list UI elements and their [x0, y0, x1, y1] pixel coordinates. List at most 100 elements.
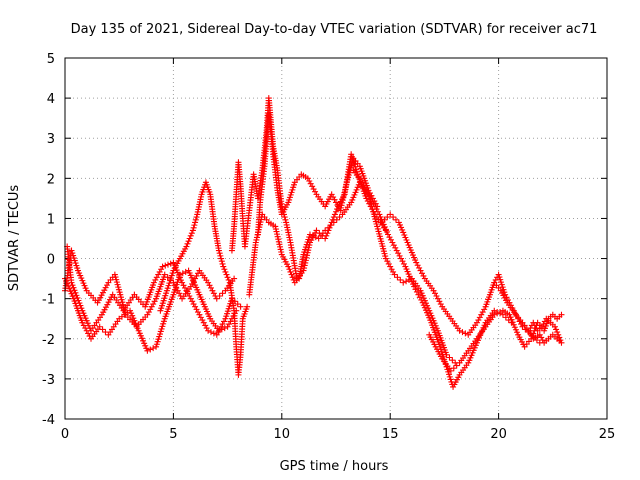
- data-point: [304, 252, 311, 259]
- data-point: [156, 331, 163, 338]
- data-point: [255, 229, 262, 236]
- y-tick-label: -4: [42, 413, 55, 428]
- data-point: [384, 214, 391, 221]
- data-point: [387, 211, 394, 218]
- axis-ticks: 0 5 10 15 20 25 -4 -3 -2 -1 0 1 2 3 4 5: [42, 52, 615, 442]
- data-point: [392, 244, 399, 251]
- data-point: [69, 282, 76, 289]
- data-point: [462, 330, 469, 337]
- data-point: [186, 292, 193, 299]
- data-point: [210, 330, 217, 337]
- y-tick-label: 3: [47, 132, 55, 147]
- series-track-4: [157, 179, 251, 378]
- data-point: [533, 337, 540, 344]
- data-point: [206, 282, 213, 289]
- series-track-10: [378, 211, 543, 346]
- data-point: [543, 315, 550, 322]
- data-point: [217, 252, 224, 259]
- data-point: [189, 227, 196, 234]
- data-point: [275, 238, 282, 245]
- data-point: [558, 339, 565, 346]
- data-point: [333, 216, 340, 223]
- data-point: [156, 333, 163, 340]
- data-point: [222, 268, 229, 275]
- data-point: [527, 330, 534, 337]
- data-point: [414, 262, 421, 269]
- data-point: [192, 303, 199, 310]
- data-point: [312, 234, 319, 241]
- data-point: [385, 260, 392, 267]
- data-point: [553, 326, 560, 333]
- data-point: [533, 325, 540, 332]
- data-point: [418, 297, 425, 304]
- data-point: [420, 272, 427, 279]
- data-point: [282, 216, 289, 223]
- data-point: [150, 279, 157, 286]
- data-point: [174, 287, 181, 294]
- data-point: [476, 314, 483, 321]
- data-point: [385, 231, 392, 238]
- data-point: [417, 267, 424, 274]
- data-point: [79, 319, 86, 326]
- y-tick-label: 0: [47, 253, 55, 268]
- data-point: [150, 301, 157, 308]
- data-point: [481, 306, 488, 313]
- data-point: [370, 200, 377, 207]
- data-point: [275, 236, 282, 243]
- data-point: [205, 279, 212, 286]
- data-point: [309, 183, 316, 190]
- y-tick-label: 4: [47, 92, 55, 107]
- data-point: [387, 263, 394, 270]
- data-point: [286, 266, 293, 273]
- data-point: [253, 236, 260, 243]
- data-point: [330, 219, 337, 226]
- data-point: [207, 284, 214, 291]
- data-point: [453, 362, 460, 369]
- data-point: [254, 231, 261, 238]
- data-point: [144, 347, 151, 354]
- data-point: [411, 283, 418, 290]
- data-point: [190, 224, 197, 231]
- data-point: [394, 274, 401, 281]
- data-point: [536, 331, 543, 338]
- data-point: [366, 192, 373, 199]
- data-point: [367, 195, 374, 202]
- data-point: [274, 233, 281, 240]
- data-point: [274, 231, 281, 238]
- data-point: [193, 214, 200, 221]
- data-point: [256, 221, 263, 228]
- x-tick-label: 5: [169, 427, 177, 442]
- data-point: [255, 226, 262, 233]
- data-point: [373, 206, 380, 213]
- data-point: [194, 309, 201, 316]
- data-point: [313, 227, 320, 234]
- data-point: [456, 327, 463, 334]
- data-point: [152, 276, 159, 283]
- data-point: [189, 298, 196, 305]
- data-point: [281, 214, 288, 221]
- data-point: [203, 325, 210, 332]
- data-point: [159, 323, 166, 330]
- data-point: [257, 219, 264, 226]
- grid-lines: [65, 58, 607, 419]
- data-point: [215, 329, 222, 336]
- data-point: [147, 306, 154, 313]
- data-point: [153, 274, 160, 281]
- data-point: [415, 291, 422, 298]
- data-point: [434, 295, 441, 302]
- data-point: [381, 216, 388, 223]
- data-point: [244, 303, 251, 310]
- data-point: [390, 268, 397, 275]
- data-point: [164, 261, 171, 268]
- data-point: [200, 319, 207, 326]
- data-point: [273, 228, 280, 235]
- data-point: [386, 234, 393, 241]
- data-point: [309, 232, 316, 239]
- data-point: [497, 309, 504, 316]
- data-point: [215, 247, 222, 254]
- data-point: [188, 230, 195, 237]
- data-point: [221, 266, 228, 273]
- data-point: [71, 287, 78, 294]
- data-point: [158, 266, 165, 273]
- data-point: [432, 290, 439, 297]
